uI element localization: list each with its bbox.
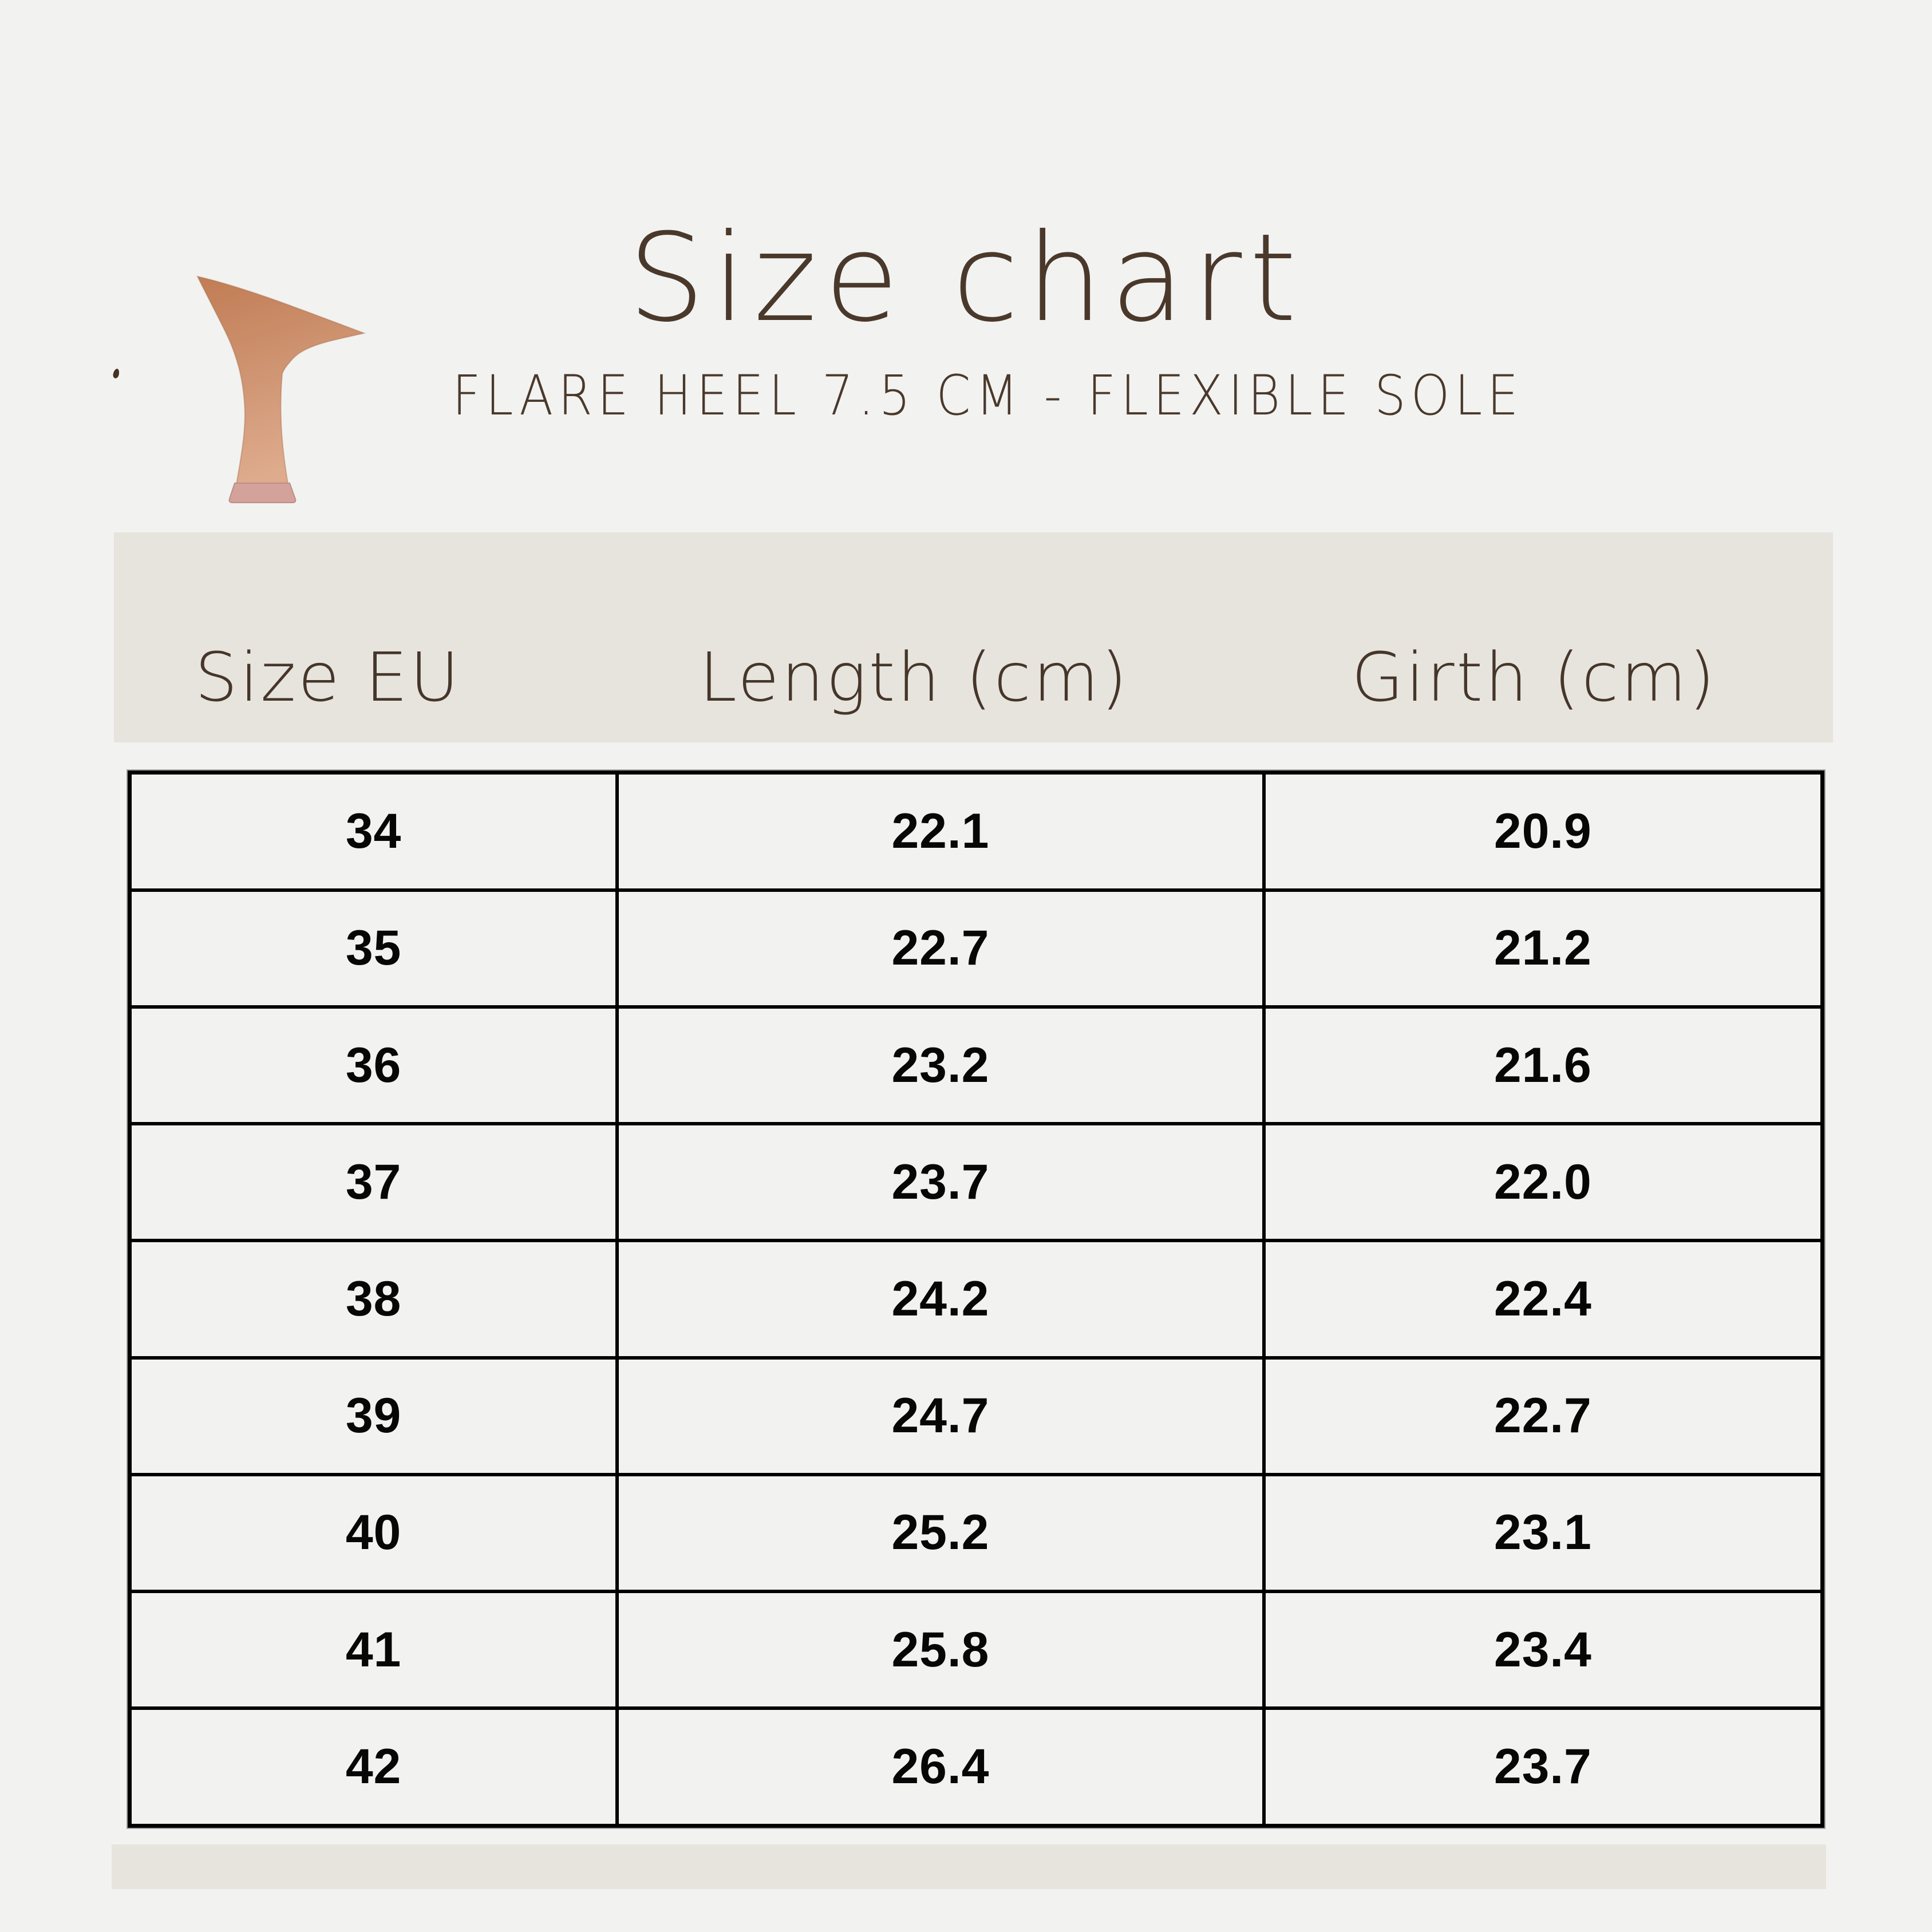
- table-cell: 24.2: [615, 1239, 1266, 1360]
- subtitle: FLARE HEEL 7.5 CM - FLEXIBLE SOLE: [452, 364, 1524, 428]
- size-table: 34 22.1 20.9 35 22.7 21.2 36 23.2 21.6 37 23.7 22.0…: [127, 769, 1826, 1829]
- column-header-band: Size EU Length (cm) Girth (cm): [114, 532, 1833, 742]
- table-cell: 20.9: [1262, 771, 1824, 892]
- table-row: 39 24.7 22.7: [128, 1356, 1824, 1476]
- heel-tip-shape: [228, 483, 297, 503]
- table-cell: 22.7: [615, 888, 1266, 1009]
- column-header-size-eu: Size EU: [195, 638, 461, 717]
- bottom-decorative-band: [112, 1844, 1826, 1889]
- table-cell: 22.1: [615, 771, 1266, 892]
- table-cell: 25.2: [615, 1472, 1266, 1593]
- table-cell: 39: [128, 1356, 619, 1476]
- table-cell: 22.7: [1262, 1356, 1824, 1476]
- table-row: 36 23.2 21.6: [128, 1005, 1824, 1126]
- table-cell: 36: [128, 1005, 619, 1126]
- table-cell: 23.4: [1262, 1589, 1824, 1710]
- table-cell: 23.1: [1262, 1472, 1824, 1593]
- table-cell: 23.2: [615, 1005, 1266, 1126]
- heel-icon: [196, 275, 366, 503]
- size-table-body: 34 22.1 20.9 35 22.7 21.2 36 23.2 21.6 37 23.7 22.0…: [128, 771, 1824, 1828]
- page-title: Size chart: [628, 207, 1304, 349]
- table-cell: 25.8: [615, 1589, 1266, 1710]
- table-cell: 41: [128, 1589, 619, 1710]
- ink-speck-mark: [112, 368, 120, 379]
- table-cell: 21.2: [1262, 888, 1824, 1009]
- heel-body-shape: [196, 275, 366, 484]
- table-cell: 21.6: [1262, 1005, 1824, 1126]
- table-cell: 23.7: [615, 1122, 1266, 1243]
- table-row: 35 22.7 21.2: [128, 888, 1824, 1009]
- table-row: 42 26.4 23.7: [128, 1706, 1824, 1828]
- table-row: 41 25.8 23.4: [128, 1589, 1824, 1710]
- table-row: 37 23.7 22.0: [128, 1122, 1824, 1243]
- table-cell: 24.7: [615, 1356, 1266, 1476]
- table-cell: 38: [128, 1239, 619, 1360]
- table-row: 34 22.1 20.9: [128, 771, 1824, 892]
- table-cell: 35: [128, 888, 619, 1009]
- table-cell: 40: [128, 1472, 619, 1593]
- table-row: 38 24.2 22.4: [128, 1239, 1824, 1360]
- table-cell: 26.4: [615, 1706, 1266, 1828]
- table-cell: 42: [128, 1706, 619, 1828]
- table-cell: 22.0: [1262, 1122, 1824, 1243]
- table-cell: 22.4: [1262, 1239, 1824, 1360]
- column-header-length: Length (cm): [699, 638, 1129, 717]
- table-row: 40 25.2 23.1: [128, 1472, 1824, 1593]
- table-cell: 37: [128, 1122, 619, 1243]
- table-cell: 34: [128, 771, 619, 892]
- table-cell: 23.7: [1262, 1706, 1824, 1828]
- column-header-girth: Girth (cm): [1351, 638, 1717, 717]
